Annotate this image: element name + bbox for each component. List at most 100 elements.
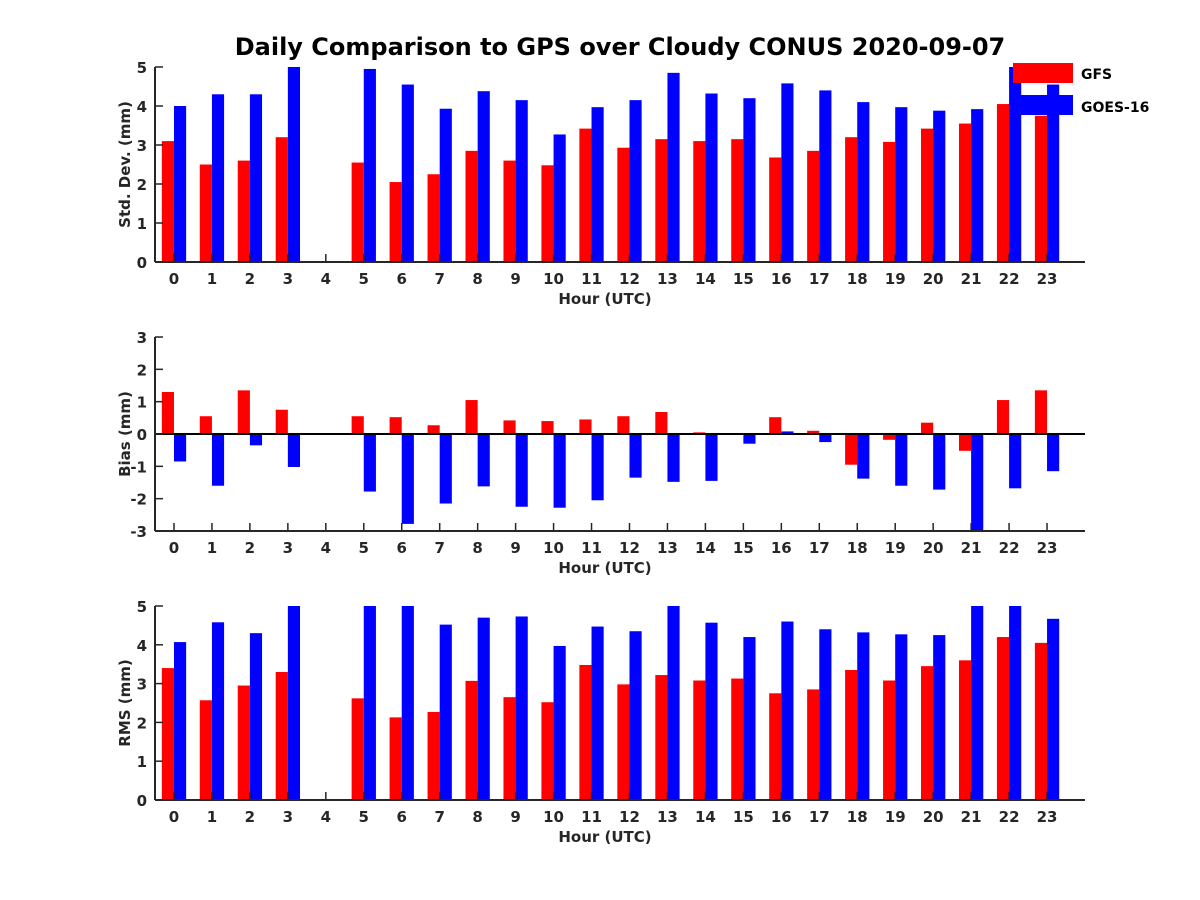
bias-bar-gfs-13	[655, 412, 668, 434]
rms-bar-gfs-17	[807, 689, 820, 800]
std-dev-ytick-label: 3	[137, 137, 147, 155]
std-dev-bar-goes16-15	[743, 98, 756, 262]
rms-bar-goes16-21	[971, 606, 984, 800]
rms-bar-goes16-6	[401, 606, 414, 800]
bias-bar-goes16-5	[363, 434, 376, 492]
rms-bar-gfs-7	[427, 711, 440, 800]
rms-xtick-label: 21	[961, 808, 982, 826]
std-dev-bar-gfs-18	[845, 137, 858, 262]
rms-bar-goes16-2	[249, 633, 263, 800]
std-dev-bar-goes16-7	[439, 108, 452, 262]
rms-xtick-label: 4	[321, 808, 331, 826]
std-dev-bar-gfs-16	[769, 157, 782, 262]
std-dev-ytick-label: 4	[137, 98, 147, 116]
bias-xtick-label: 23	[1037, 539, 1058, 557]
rms-bar-goes16-13	[667, 606, 680, 800]
std-dev-xtick-label: 19	[885, 270, 906, 288]
bias-xtick-label: 15	[733, 539, 754, 557]
rms-bar-goes16-3	[287, 606, 301, 800]
bias-bar-gfs-8	[465, 400, 478, 434]
legend-label-goes16: GOES-16	[1081, 100, 1149, 116]
rms-bar-gfs-2	[237, 685, 250, 800]
rms-xtick-label: 16	[771, 808, 792, 826]
legend-swatch-gfs	[1013, 63, 1073, 83]
bias-y-axis-label: Bias (mm)	[116, 391, 134, 477]
rms-xtick-label: 10	[543, 808, 564, 826]
std-dev-bar-goes16-22	[1009, 67, 1022, 262]
bias-bar-gfs-9	[503, 420, 516, 434]
std-dev-bar-goes16-21	[971, 109, 984, 263]
std-dev-bar-gfs-7	[427, 174, 440, 262]
std-dev-bar-gfs-20	[921, 128, 934, 262]
legend-swatch-goes16	[1013, 95, 1073, 115]
std-dev-bar-goes16-19	[895, 107, 908, 262]
std-dev-xtick-label: 8	[472, 270, 482, 288]
legend-label-gfs: GFS	[1081, 67, 1112, 83]
std-dev-bar-gfs-5	[351, 162, 364, 262]
bias-bar-goes16-15	[743, 434, 756, 444]
bias-bar-goes16-0	[173, 434, 187, 462]
bias-bar-goes16-16	[781, 431, 794, 434]
rms-bar-gfs-6	[389, 717, 402, 800]
rms-y-axis-label: RMS (mm)	[116, 659, 134, 746]
bias-xtick-label: 10	[543, 539, 564, 557]
rms-bar-goes16-18	[857, 632, 870, 800]
rms-xtick-label: 14	[695, 808, 716, 826]
rms-bar-gfs-11	[579, 664, 592, 800]
bias-xtick-label: 9	[510, 539, 520, 557]
rms-bar-goes16-15	[743, 637, 756, 800]
std-dev-bar-gfs-10	[541, 165, 554, 262]
bias-bar-gfs-20	[921, 422, 934, 434]
bias-bar-goes16-18	[857, 434, 870, 479]
bias-bar-goes16-20	[933, 434, 946, 490]
std-dev-bar-goes16-0	[173, 106, 187, 262]
rms-xtick-label: 20	[923, 808, 944, 826]
rms-bar-goes16-23	[1047, 618, 1060, 800]
std-dev-xtick-label: 0	[169, 270, 179, 288]
rms-bar-gfs-23	[1034, 642, 1048, 800]
bias-bar-goes16-7	[439, 434, 452, 504]
std-dev-bar-gfs-0	[161, 141, 174, 262]
bias-bar-goes16-9	[515, 434, 528, 507]
rms-bar-gfs-5	[351, 698, 364, 800]
bias-bar-gfs-11	[579, 419, 592, 434]
std-dev-xtick-label: 20	[923, 270, 944, 288]
std-dev-ytick-label: 2	[137, 176, 147, 194]
bias-xtick-label: 0	[169, 539, 179, 557]
rms-bar-gfs-16	[769, 693, 782, 800]
rms-xtick-label: 0	[169, 808, 179, 826]
rms-bar-gfs-10	[541, 702, 554, 800]
std-dev-bar-goes16-2	[249, 94, 263, 262]
rms-bar-goes16-7	[439, 624, 452, 800]
bias-xtick-label: 20	[923, 539, 944, 557]
std-dev-bar-goes16-23	[1047, 84, 1060, 262]
bias-xtick-label: 2	[245, 539, 255, 557]
bias-bar-goes16-13	[667, 434, 680, 482]
bias-ytick-label: 3	[137, 329, 147, 347]
std-dev-bar-goes16-10	[553, 134, 566, 262]
bias-xtick-label: 3	[283, 539, 293, 557]
rms-bar-goes16-14	[705, 622, 718, 800]
bias-bar-gfs-16	[769, 417, 782, 434]
std-dev-bar-goes16-20	[933, 110, 946, 263]
bias-xtick-label: 1	[207, 539, 217, 557]
std-dev-bar-gfs-1	[199, 164, 212, 262]
std-dev-bar-goes16-1	[211, 94, 225, 262]
bias-xtick-label: 21	[961, 539, 982, 557]
rms-bar-goes16-11	[591, 626, 604, 800]
bias-xtick-label: 13	[657, 539, 678, 557]
std-dev-bar-goes16-14	[705, 93, 718, 263]
bias-xtick-label: 14	[695, 539, 716, 557]
std-dev-xtick-label: 7	[434, 270, 444, 288]
bias-ytick-label: -1	[130, 458, 147, 476]
rms-bar-gfs-18	[845, 670, 858, 800]
std-dev-xtick-label: 22	[999, 270, 1020, 288]
rms-bar-goes16-12	[629, 631, 642, 800]
rms-xtick-label: 2	[245, 808, 255, 826]
rms-bar-gfs-13	[655, 675, 668, 800]
rms-xtick-label: 18	[847, 808, 868, 826]
std-dev-bar-gfs-2	[237, 160, 250, 262]
